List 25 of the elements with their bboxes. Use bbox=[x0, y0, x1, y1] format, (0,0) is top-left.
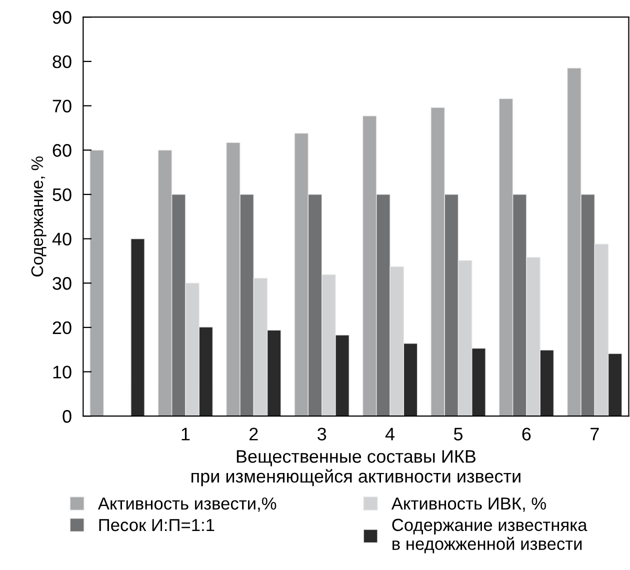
x-tick-label: 4 bbox=[385, 428, 395, 440]
y-tick-label: 90 bbox=[52, 11, 72, 24]
legend-label: Содержание известняка в недожженной извести bbox=[392, 518, 588, 554]
y-tick-label: 0 bbox=[62, 410, 72, 423]
y-tick-label: 70 bbox=[52, 100, 72, 112]
x-tick-label: 2 bbox=[250, 428, 258, 440]
y-tick-label: 40 bbox=[52, 232, 72, 246]
x-tick-label: 6 bbox=[522, 428, 531, 440]
y-axis-title: Содержание, % bbox=[31, 156, 46, 276]
x-axis-title: Вещественные составы ИКВ при изменяющейся активности извести bbox=[192, 450, 520, 486]
y-tick-label: 30 bbox=[52, 277, 72, 290]
y-tick-label: 10 bbox=[53, 366, 72, 378]
x-tick-label: 3 bbox=[318, 428, 326, 440]
y-tick-label: 20 bbox=[52, 321, 72, 334]
x-tick-label: 7 bbox=[590, 428, 599, 440]
y-tick-label: 80 bbox=[52, 55, 72, 68]
bar bbox=[90, 150, 104, 416]
bar bbox=[130, 238, 145, 416]
x-tick-label: 5 bbox=[454, 428, 463, 440]
y-tick-label: 50 bbox=[52, 188, 72, 202]
x-tick-label: 1 bbox=[182, 428, 190, 440]
y-tick-label: 60 bbox=[52, 144, 72, 157]
legend-label: Песок И:П=1:1 bbox=[99, 519, 214, 532]
legend-label: Активность извести,% bbox=[98, 497, 276, 512]
legend-label: Активность ИВК, % bbox=[391, 497, 546, 512]
